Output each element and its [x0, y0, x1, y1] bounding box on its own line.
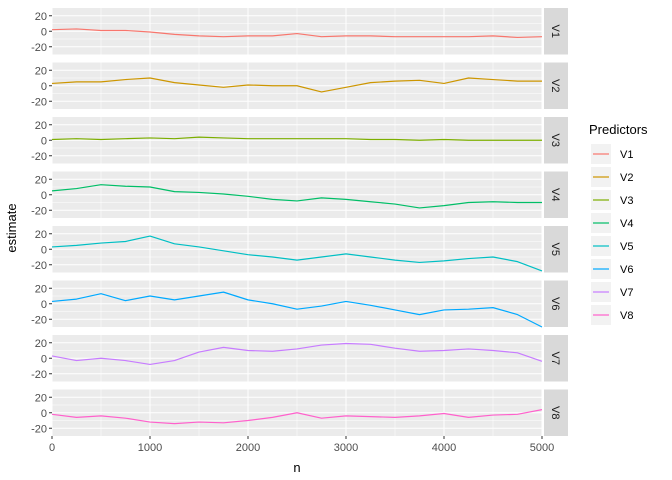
legend-item-V7: V7	[591, 282, 633, 302]
legend-item-V2: V2	[591, 167, 633, 187]
y-tick-label: -20	[31, 423, 47, 435]
legend-label: V7	[620, 287, 633, 299]
facet-panel-V4: -20 0 20 V4	[31, 171, 568, 218]
facet-strip	[544, 117, 568, 164]
y-tick-label: 20	[35, 174, 47, 186]
facet-strip-label: V7	[549, 352, 561, 365]
y-tick-label: -20	[31, 314, 47, 326]
series-line-V1	[51, 28, 543, 39]
x-tick-label: 1000	[138, 442, 162, 454]
facet-strip-label: V8	[549, 406, 561, 419]
y-tick-label: 20	[35, 65, 47, 77]
facet-strip-label: V1	[549, 25, 561, 38]
legend-item-V5: V5	[591, 236, 633, 256]
facet-strip-label: V2	[549, 79, 561, 92]
facet-panel-V8: -20 0 20 V8	[31, 389, 568, 436]
y-tick-label: 20	[35, 120, 47, 132]
series-line-V3	[51, 136, 542, 141]
legend: Predictors V1 V2 V3 V4 V5 V6 V7 V8	[589, 122, 648, 325]
facet-panel-V3: -20 0 20 V3	[31, 117, 568, 164]
x-axis-title: n	[293, 460, 300, 475]
y-tick-label: -20	[31, 260, 47, 272]
y-tick-label: -20	[31, 151, 47, 163]
facet-strip	[544, 335, 568, 382]
y-tick-label: -20	[31, 42, 47, 54]
facet-panel-V1: -20 0 20 V1	[31, 8, 568, 55]
facet-strip	[544, 8, 568, 55]
y-tick-label: -20	[31, 369, 47, 381]
legend-item-V4: V4	[591, 213, 633, 233]
facet-strip	[544, 62, 568, 109]
y-tick-label: 20	[35, 392, 47, 404]
y-tick-label: 0	[41, 299, 47, 311]
x-tick-label: 2000	[236, 442, 260, 454]
series-line-V6	[51, 291, 543, 328]
facet-strip-label: V4	[549, 188, 561, 201]
facet-strip-label: V5	[549, 243, 561, 256]
y-tick-label: 0	[41, 353, 47, 365]
facet-strip	[544, 389, 568, 436]
legend-label: V2	[620, 172, 633, 184]
x-tick-label: 3000	[334, 442, 358, 454]
y-axis-title: estimate	[4, 203, 19, 252]
legend-label: V8	[620, 310, 633, 322]
legend-item-V1: V1	[591, 144, 633, 164]
y-tick-label: 0	[41, 190, 47, 202]
y-tick-label: 0	[41, 81, 47, 93]
legend-label: V1	[620, 149, 633, 161]
y-tick-label: 20	[35, 11, 47, 23]
legend-label: V5	[620, 241, 633, 253]
legend-title: Predictors	[589, 122, 648, 137]
legend-label: V6	[620, 264, 633, 276]
y-tick-label: 20	[35, 338, 47, 350]
facet-panel-V5: -20 0 20 V5	[31, 226, 568, 273]
series-line-V7	[51, 342, 543, 366]
legend-item-V6: V6	[591, 259, 633, 279]
x-tick-label: 0	[49, 442, 55, 454]
series-line-V8	[51, 409, 543, 425]
series-line-V5	[51, 235, 543, 272]
facet-strip-label: V3	[549, 134, 561, 147]
y-tick-label: 0	[41, 244, 47, 256]
legend-items: V1 V2 V3 V4 V5 V6 V7 V8	[591, 144, 633, 325]
series-line-V4	[51, 184, 542, 209]
x-axis: 0 1000 2000 3000 4000 5000	[49, 436, 554, 454]
legend-label: V4	[620, 218, 633, 230]
y-tick-label: 20	[35, 283, 47, 295]
y-tick-label: -20	[31, 96, 47, 108]
facet-strip	[544, 171, 568, 218]
y-tick-label: 0	[41, 408, 47, 420]
y-tick-label: 20	[35, 229, 47, 241]
x-tick-label: 4000	[432, 442, 456, 454]
facet-panels: -20 0 20 V1 -20 0 20 V2 -20 0 20 V3 -20 0 20 V4 -20 0 20 V5…	[31, 8, 568, 436]
legend-label: V3	[620, 195, 633, 207]
facet-strip	[544, 280, 568, 327]
y-tick-label: 0	[41, 26, 47, 38]
series-line-V2	[51, 77, 542, 93]
legend-item-V3: V3	[591, 190, 633, 210]
facet-strip-label: V6	[549, 297, 561, 310]
y-tick-label: 0	[41, 135, 47, 147]
facet-panel-V2: -20 0 20 V2	[31, 62, 568, 109]
x-tick-label: 5000	[530, 442, 554, 454]
legend-item-V8: V8	[591, 305, 633, 325]
facet-panel-V7: -20 0 20 V7	[31, 335, 568, 382]
facet-strip	[544, 226, 568, 273]
y-tick-label: -20	[31, 205, 47, 217]
facet-panel-V6: -20 0 20 V6	[31, 280, 568, 328]
